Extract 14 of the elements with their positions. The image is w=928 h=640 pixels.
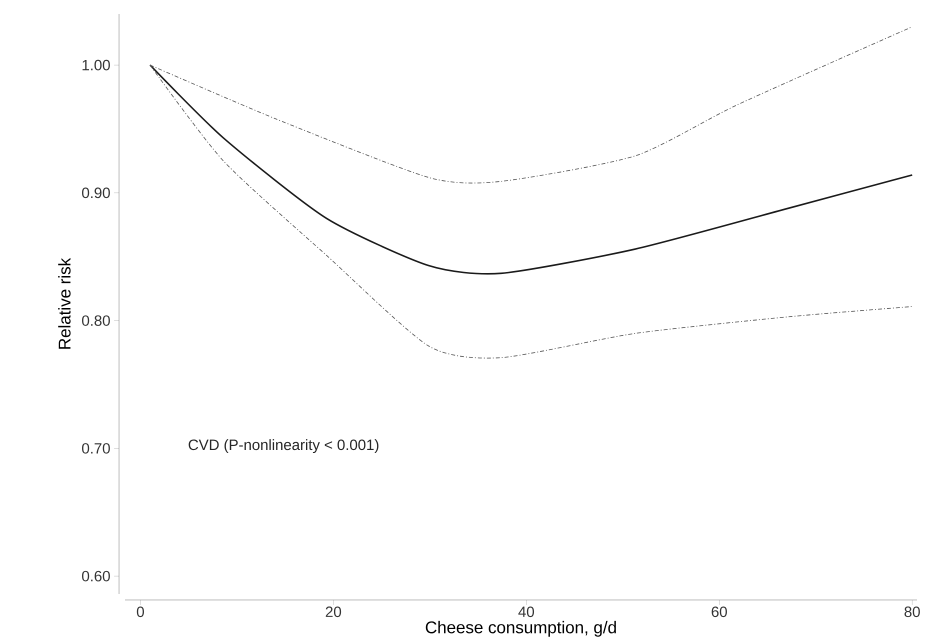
x-tick-label: 0 xyxy=(136,606,144,618)
x-tick-label: 60 xyxy=(712,606,727,618)
y-tick-label: 1.00 xyxy=(82,60,110,70)
x-axis-title: Cheese consumption, g/d xyxy=(426,620,616,637)
y-tick-label: 0.60 xyxy=(82,570,110,582)
y-tick-label: 0.80 xyxy=(82,315,110,326)
y-tick-label: 0.70 xyxy=(82,443,110,454)
x-tick-label: 40 xyxy=(518,606,534,618)
annotation: CVD (P-nonlinearity < 0.001) xyxy=(188,439,378,454)
y-tick-label: 0.90 xyxy=(82,188,110,198)
x-tick-label: 80 xyxy=(904,606,920,618)
x-tick-label: 20 xyxy=(326,606,342,618)
line-series xyxy=(149,64,913,275)
y-axis-title: Relative risk xyxy=(58,258,71,349)
